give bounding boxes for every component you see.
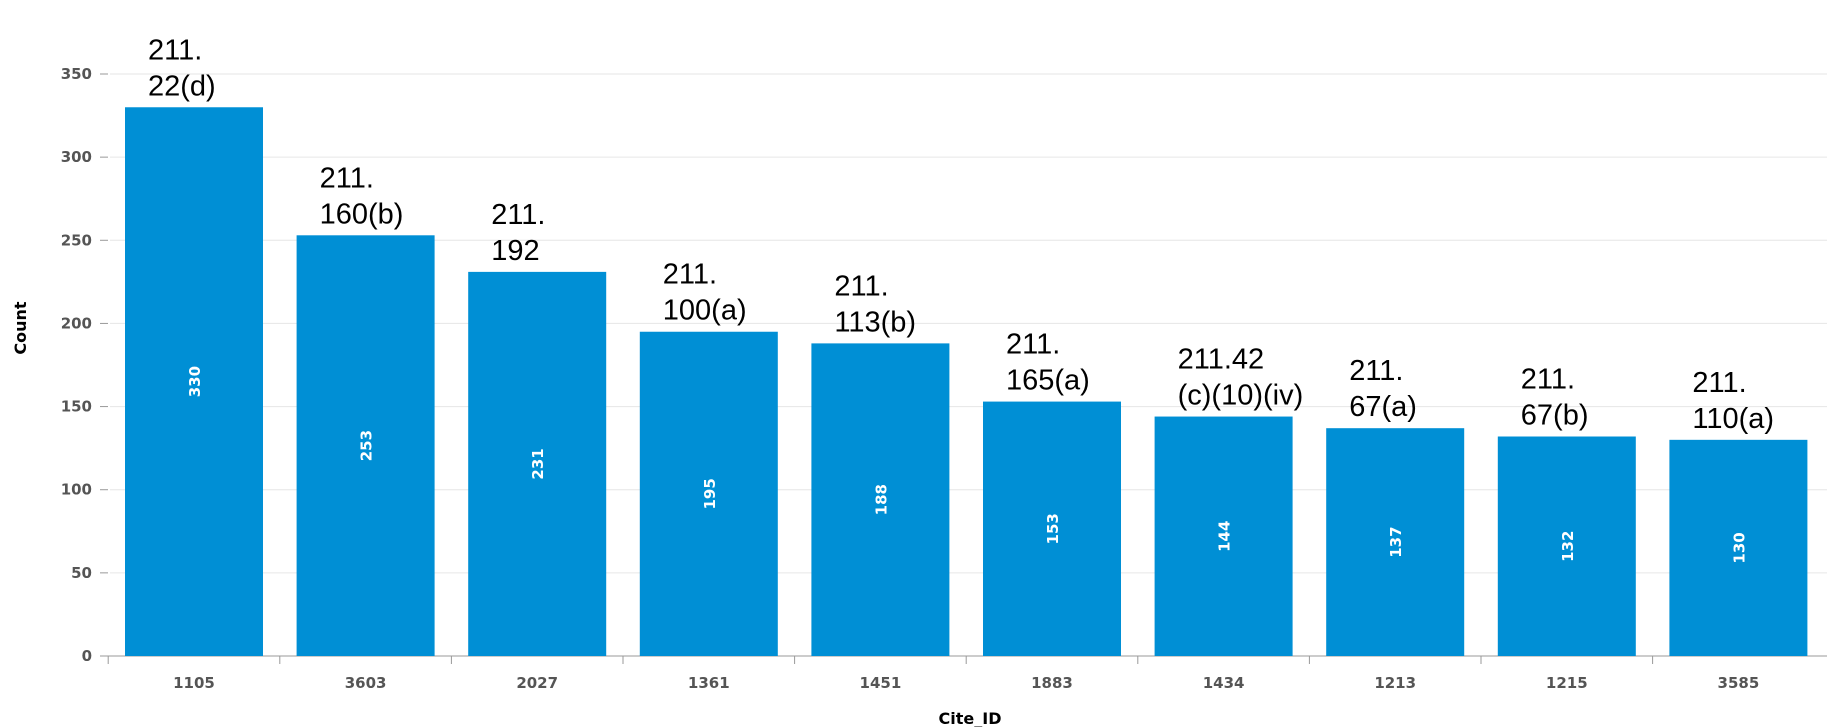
x-tick-label: 1213	[1374, 674, 1416, 692]
x-tick-label: 3585	[1718, 674, 1760, 692]
bar-annotation-line2: 67(b)	[1521, 400, 1589, 432]
bar-value-label: 253	[358, 430, 376, 461]
x-tick-label: 1451	[860, 674, 902, 692]
bar-annotation-line2: 22(d)	[148, 70, 216, 102]
bar-annotation-line1: 211.	[1521, 364, 1575, 396]
bar-annotation-line1: 211.	[1006, 329, 1060, 361]
bar-value-label: 153	[1044, 513, 1062, 544]
bar-annotation-line1: 211.	[148, 34, 202, 66]
x-tick-label: 1434	[1203, 674, 1245, 692]
bar-value-label: 132	[1559, 531, 1577, 562]
y-tick-label: 100	[61, 481, 92, 499]
bar-annotation-line1: 211.42	[1178, 344, 1265, 376]
bar-annotation-line1: 211.	[320, 162, 374, 194]
bar-value-label: 188	[872, 484, 890, 515]
x-tick-label: 1883	[1031, 674, 1073, 692]
bar	[296, 235, 435, 656]
bar-annotation-line1: 211.	[1692, 367, 1746, 399]
y-tick-label: 50	[71, 564, 92, 582]
bar-value-label: 144	[1216, 521, 1234, 552]
bar-value-label: 231	[529, 448, 547, 479]
bar-annotation-line2: 110(a)	[1692, 403, 1774, 435]
bar	[639, 331, 778, 656]
bar	[1326, 428, 1465, 656]
bar-annotation-line1: 211.	[834, 270, 888, 302]
y-tick-label: 200	[61, 314, 92, 332]
bar-annotation-line1: 211.	[1349, 355, 1403, 387]
y-axis-title: Count	[11, 301, 30, 355]
y-tick-label: 0	[82, 647, 92, 665]
bar	[1154, 416, 1293, 656]
x-tick-label: 3603	[345, 674, 387, 692]
bars	[125, 107, 1808, 656]
bar	[983, 401, 1121, 656]
bar	[125, 107, 263, 656]
bar	[811, 343, 950, 656]
bar	[1669, 439, 1808, 656]
x-tick-label: 1105	[173, 674, 215, 692]
bar-value-label: 195	[701, 478, 719, 509]
x-tick-label: 1215	[1546, 674, 1588, 692]
bar	[1497, 436, 1636, 656]
bar-annotation-line2: 165(a)	[1006, 365, 1090, 397]
bar-annotation-line2: 100(a)	[663, 295, 747, 327]
y-tick-label: 250	[61, 231, 92, 249]
x-tick-label: 1361	[688, 674, 730, 692]
bar-annotation-line1: 211.	[491, 199, 545, 231]
x-axis-title: Cite_ID	[939, 709, 1002, 727]
bar-value-label: 330	[186, 366, 204, 397]
bar-value-label: 130	[1730, 532, 1748, 563]
bar-annotation-line2: 113(b)	[834, 306, 916, 338]
labels: 0 50 100 150 200 250 300 350 330 1105 211. 22(d) 253…	[61, 34, 1774, 692]
bar-annotation-line2: (c)(10)(iv)	[1178, 380, 1304, 412]
y-tick-label: 300	[61, 148, 92, 166]
bar-annotation-line2: 160(b)	[320, 198, 404, 230]
bar-value-label: 137	[1387, 526, 1405, 557]
y-tick-label: 150	[61, 398, 92, 416]
bar-annotation-line2: 67(a)	[1349, 391, 1417, 423]
x-tick-label: 2027	[516, 674, 558, 692]
bar	[468, 271, 607, 656]
y-tick-label: 350	[61, 65, 92, 83]
bar-annotation-line1: 211.	[663, 259, 717, 291]
bar-annotation-line2: 192	[491, 235, 539, 267]
